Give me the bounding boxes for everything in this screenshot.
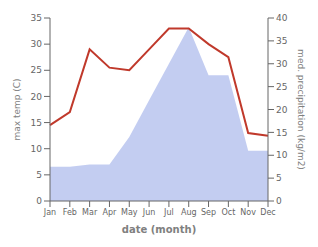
svg-text:Jul: Jul xyxy=(163,208,174,217)
svg-text:Jan: Jan xyxy=(43,208,56,217)
svg-text:0: 0 xyxy=(276,196,282,206)
svg-text:max temp (C): max temp (C) xyxy=(12,78,22,140)
svg-text:Oct: Oct xyxy=(221,208,235,217)
svg-text:10: 10 xyxy=(276,150,288,160)
svg-text:30: 30 xyxy=(276,59,288,69)
svg-text:Nov: Nov xyxy=(240,208,256,217)
svg-text:5: 5 xyxy=(36,170,42,180)
svg-text:Aug: Aug xyxy=(181,208,197,217)
svg-text:Mar: Mar xyxy=(82,208,98,217)
svg-text:20: 20 xyxy=(31,92,43,102)
svg-text:med. precipitation (kg/m2): med. precipitation (kg/m2) xyxy=(296,49,306,170)
svg-text:Dec: Dec xyxy=(260,208,275,217)
svg-text:Feb: Feb xyxy=(63,208,77,217)
svg-text:20: 20 xyxy=(276,105,288,115)
svg-text:Apr: Apr xyxy=(103,208,118,217)
svg-text:5: 5 xyxy=(276,173,282,183)
svg-text:10: 10 xyxy=(31,144,43,154)
svg-text:35: 35 xyxy=(31,13,42,23)
svg-text:date (month): date (month) xyxy=(122,224,196,235)
svg-text:30: 30 xyxy=(31,39,43,49)
svg-text:35: 35 xyxy=(276,36,287,46)
svg-text:15: 15 xyxy=(31,118,42,128)
svg-text:40: 40 xyxy=(276,13,288,23)
svg-text:0: 0 xyxy=(36,196,42,206)
svg-text:15: 15 xyxy=(276,128,287,138)
svg-text:Sep: Sep xyxy=(201,208,216,217)
svg-text:25: 25 xyxy=(276,82,287,92)
svg-text:May: May xyxy=(121,208,138,217)
svg-text:25: 25 xyxy=(31,65,42,75)
svg-text:Jun: Jun xyxy=(142,208,156,217)
